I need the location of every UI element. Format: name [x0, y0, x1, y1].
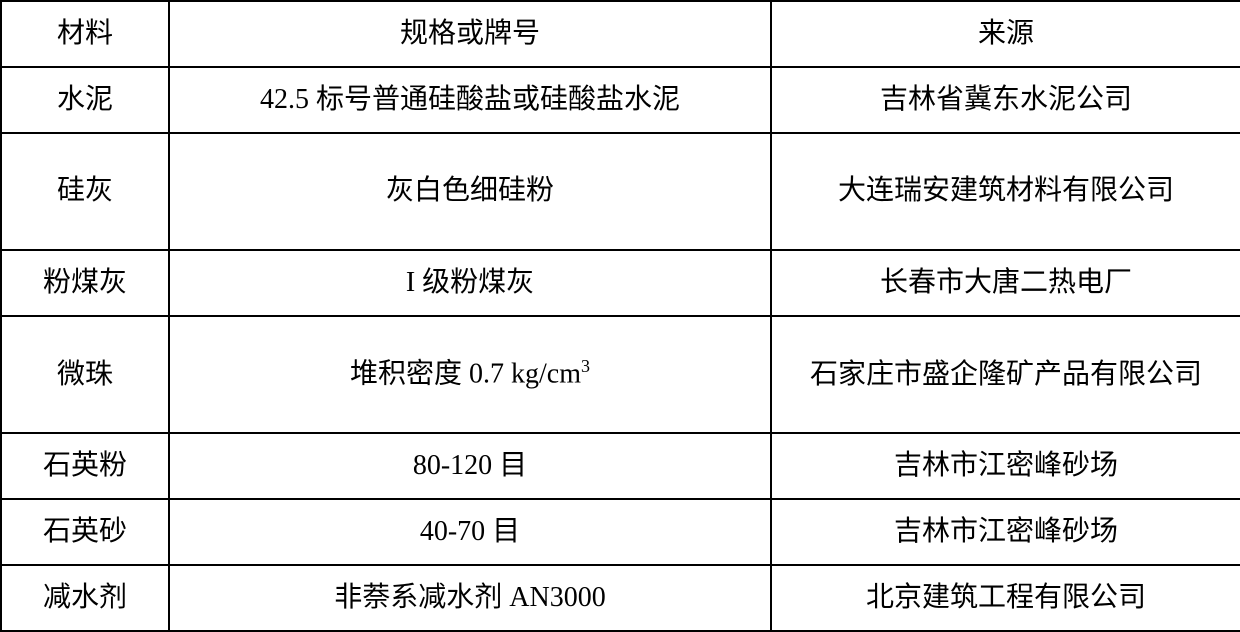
cell-source: 吉林省冀东水泥公司: [771, 67, 1240, 133]
cell-source: 北京建筑工程有限公司: [771, 565, 1240, 631]
cell-source: 石家庄市盛企隆矿产品有限公司: [771, 316, 1240, 433]
materials-table-container: 材料 规格或牌号 来源 水泥 42.5 标号普通硅酸盐或硅酸盐水泥 吉林省冀东水…: [0, 0, 1240, 632]
cell-source: 吉林市江密峰砂场: [771, 499, 1240, 565]
header-source: 来源: [771, 1, 1240, 67]
cell-spec-text: 堆积密度 0.7 kg/cm: [350, 359, 581, 390]
header-spec: 规格或牌号: [169, 1, 771, 67]
table-row: 水泥 42.5 标号普通硅酸盐或硅酸盐水泥 吉林省冀东水泥公司: [1, 67, 1240, 133]
cell-spec: 堆积密度 0.7 kg/cm3: [169, 316, 771, 433]
cell-material: 微珠: [1, 316, 169, 433]
cell-source: 长春市大唐二热电厂: [771, 250, 1240, 316]
cell-material: 石英砂: [1, 499, 169, 565]
cell-spec: 80-120 目: [169, 433, 771, 499]
cell-material: 硅灰: [1, 133, 169, 250]
table-row: 微珠 堆积密度 0.7 kg/cm3 石家庄市盛企隆矿产品有限公司: [1, 316, 1240, 433]
table-row: 减水剂 非萘系减水剂 AN3000 北京建筑工程有限公司: [1, 565, 1240, 631]
cell-source: 吉林市江密峰砂场: [771, 433, 1240, 499]
table-row: 粉煤灰 I 级粉煤灰 长春市大唐二热电厂: [1, 250, 1240, 316]
cell-spec: 40-70 目: [169, 499, 771, 565]
header-material: 材料: [1, 1, 169, 67]
cell-source: 大连瑞安建筑材料有限公司: [771, 133, 1240, 250]
cell-spec: 非萘系减水剂 AN3000: [169, 565, 771, 631]
materials-table: 材料 规格或牌号 来源 水泥 42.5 标号普通硅酸盐或硅酸盐水泥 吉林省冀东水…: [0, 0, 1240, 632]
cell-spec: I 级粉煤灰: [169, 250, 771, 316]
cell-material: 石英粉: [1, 433, 169, 499]
table-row: 石英粉 80-120 目 吉林市江密峰砂场: [1, 433, 1240, 499]
cell-spec-sup: 3: [581, 356, 590, 376]
table-row: 硅灰 灰白色细硅粉 大连瑞安建筑材料有限公司: [1, 133, 1240, 250]
cell-material: 水泥: [1, 67, 169, 133]
table-header-row: 材料 规格或牌号 来源: [1, 1, 1240, 67]
cell-material: 减水剂: [1, 565, 169, 631]
cell-spec: 42.5 标号普通硅酸盐或硅酸盐水泥: [169, 67, 771, 133]
table-row: 石英砂 40-70 目 吉林市江密峰砂场: [1, 499, 1240, 565]
cell-material: 粉煤灰: [1, 250, 169, 316]
cell-spec: 灰白色细硅粉: [169, 133, 771, 250]
